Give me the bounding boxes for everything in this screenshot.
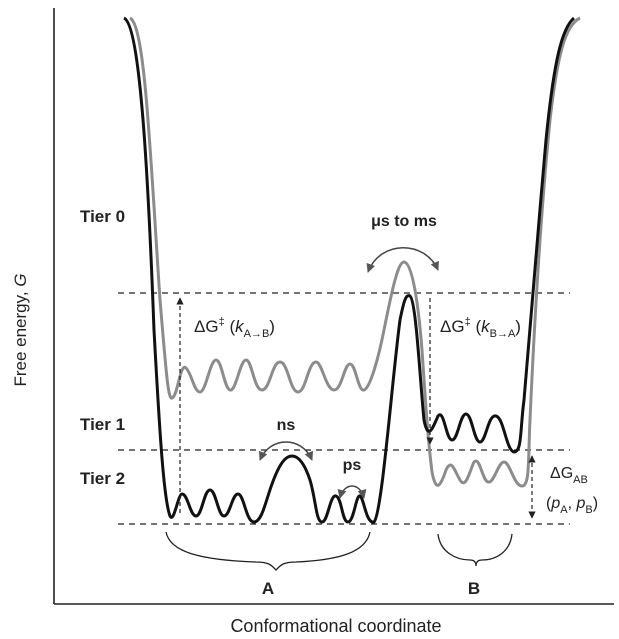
dark-energy-curve	[123, 16, 576, 524]
x-axis-label: Conformational coordinate	[230, 616, 441, 636]
state-a-label: A	[262, 579, 274, 598]
delta-g-ab-label: ΔGAB	[550, 465, 588, 486]
y-axis-symbol: G	[11, 273, 30, 286]
gray-energy-curve	[129, 16, 581, 488]
state-b-label: B	[468, 579, 480, 598]
ns-exchange-arrow	[258, 441, 314, 461]
ps-exchange-arrow	[337, 485, 367, 499]
slow-timescale-label: μs to ms	[371, 213, 437, 230]
ps-timescale-label: ps	[343, 457, 362, 474]
state-a-brace	[165, 531, 371, 571]
tier-0-label: Tier 0	[80, 207, 125, 226]
barrier-label-a-to-b: ΔG‡ (kA→B)	[194, 316, 275, 340]
ns-timescale-label: ns	[277, 417, 296, 434]
barrier-label-b-to-a: ΔG‡ (kB→A)	[440, 316, 521, 340]
slow-exchange-arrow	[366, 247, 439, 273]
tier-2-label: Tier 2	[80, 469, 125, 488]
populations-label: (pA, pB)	[546, 495, 598, 516]
state-b-brace	[437, 533, 513, 567]
tier-1-label: Tier 1	[80, 415, 125, 434]
y-axis-label: Free energy, G	[11, 273, 30, 386]
